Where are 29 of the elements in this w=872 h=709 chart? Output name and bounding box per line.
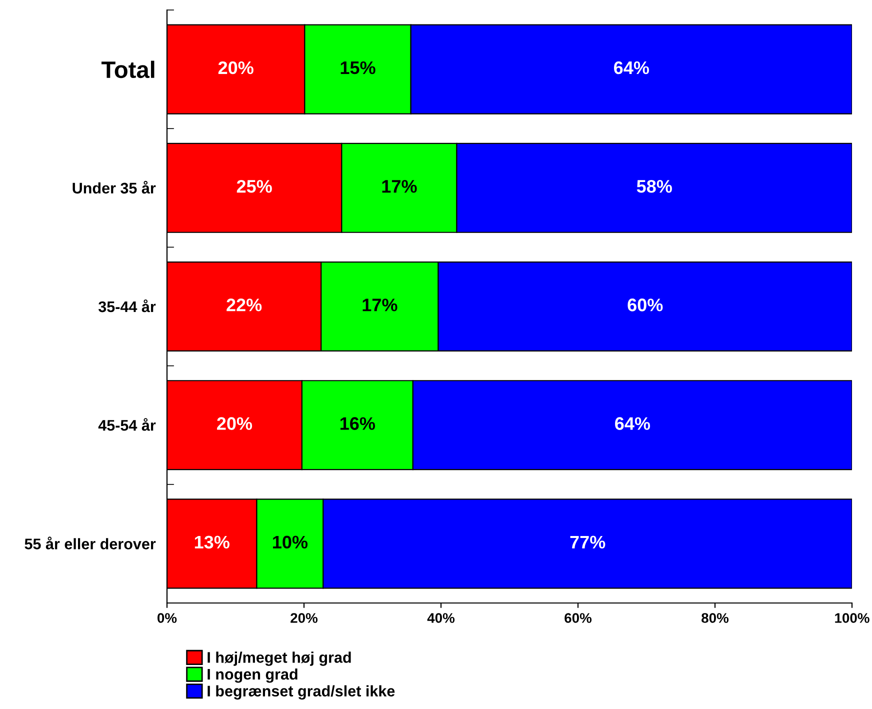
x-tick-label: 80% [702,613,729,623]
x-tick-label: 20% [290,613,318,623]
data-label: 10% [273,536,308,549]
x-tick-label: 60% [564,613,592,623]
data-label: 64% [614,61,650,74]
data-label: 16% [340,417,376,430]
data-label: 13% [194,536,230,549]
data-label: 25% [236,180,272,193]
x-tick-label: 0% [158,613,177,623]
data-label: 20% [217,417,252,430]
data-label: 17% [382,180,417,193]
data-label: 58% [636,180,672,193]
legend-label: I begrænset grad/slet ikke [208,685,395,700]
x-tick-label: 100% [835,613,870,623]
data-label: 20% [218,61,254,74]
legend-label: I nogen grad [208,668,298,683]
data-label: 64% [615,417,650,430]
x-tick-label: 40% [427,613,455,623]
legend-label: I høj/meget høj grad [208,652,351,666]
data-label: 22% [226,298,262,312]
y-tick-label: 35-44 år [98,299,156,312]
y-tick-label: Total [102,60,154,78]
y-tick-label: Under 35 år [72,180,156,194]
data-label: 77% [570,536,606,549]
data-label: 17% [362,298,398,312]
data-label: 15% [340,61,376,74]
y-tick-label: 55 år eller derover [24,536,156,550]
y-tick-label: 45-54 år [98,418,156,431]
data-label: 60% [628,298,663,312]
